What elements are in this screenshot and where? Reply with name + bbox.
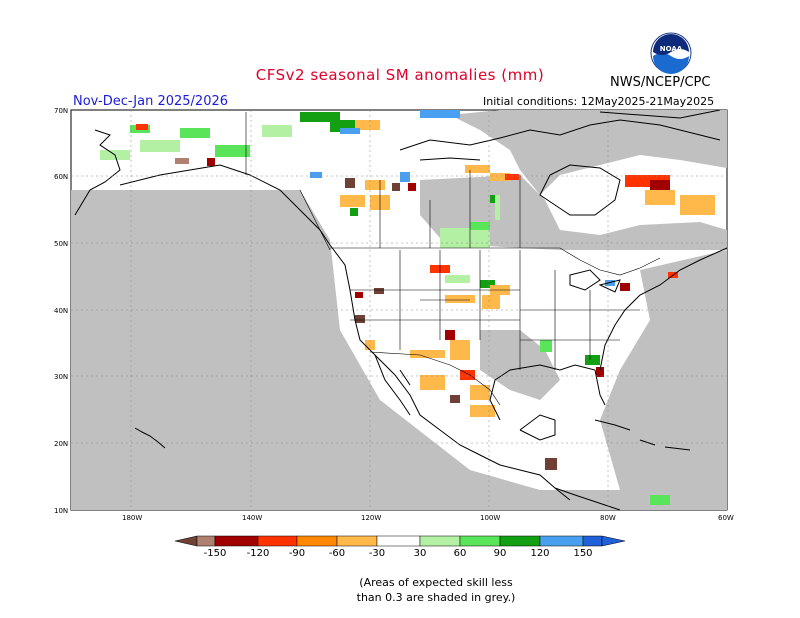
lat-label-10n: 10N xyxy=(54,507,68,515)
great-lakes xyxy=(569,269,621,293)
legend-swatch xyxy=(419,535,461,547)
legend-swatch xyxy=(336,535,378,547)
mask-north-canada xyxy=(450,110,727,195)
political-borders xyxy=(245,112,661,406)
baja xyxy=(374,354,411,416)
skill-note-line2: than 0.3 are shaded in grey.) xyxy=(356,591,516,604)
skill-note-line1: (Areas of expected skill less xyxy=(359,576,513,589)
caribbean xyxy=(594,419,691,451)
mask-central-canada xyxy=(420,175,727,250)
lon-labels: 180W 140W 120W 100W 80W 60W xyxy=(122,514,734,522)
canada-arctic xyxy=(399,119,721,161)
lon-label-100w: 100W xyxy=(480,514,500,522)
season-label: Nov-Dec-Jan 2025/2026 xyxy=(73,94,229,109)
legend-arrow-left xyxy=(174,535,198,547)
legend-tick-label: -60 xyxy=(329,548,345,559)
gulf-coast xyxy=(489,364,606,421)
graticule xyxy=(71,110,727,510)
lon-label-140w: 140W xyxy=(242,514,262,522)
lat-label-50n: 50N xyxy=(54,240,68,248)
greenland xyxy=(599,109,721,119)
lon-label-60w: 60W xyxy=(718,514,734,522)
mask-sea-east xyxy=(600,250,727,490)
legend-colorbar: -150 -120 -90 -60 -30 30 60 90 120 150 xyxy=(174,535,626,559)
agency-label: NWS/NCEP/CPC xyxy=(610,75,711,90)
state-lines xyxy=(350,250,640,370)
lat-label-20n: 20N xyxy=(54,440,68,448)
lon-label-80w: 80W xyxy=(600,514,616,522)
legend-swatch xyxy=(196,535,216,547)
us-canada-border xyxy=(330,247,661,276)
yucatan xyxy=(519,414,556,441)
legend-swatch xyxy=(459,535,501,547)
lat-label-30n: 30N xyxy=(54,373,68,381)
central-america xyxy=(554,487,621,511)
west-coast xyxy=(329,244,571,501)
legend-tick-label: -30 xyxy=(369,548,385,559)
us-mexico-border xyxy=(369,351,501,406)
lon-label-180w: 180W xyxy=(122,514,142,522)
initial-conditions-label: Initial conditions: 12May2025-21May2025 xyxy=(483,95,715,108)
legend-swatch xyxy=(499,535,541,547)
legend-tick-label: 150 xyxy=(573,548,592,559)
lat-label-70n: 70N xyxy=(54,107,68,115)
east-coast xyxy=(599,247,728,371)
legend-swatch xyxy=(257,535,298,547)
lat-label-40n: 40N xyxy=(54,307,68,315)
lat-labels: 70N 60N 50N 40N 30N 20N 10N xyxy=(54,107,68,515)
mask-east-us xyxy=(520,258,650,380)
legend-tick-label: 30 xyxy=(414,548,427,559)
hawaii xyxy=(134,427,166,449)
legend-tick-label: 90 xyxy=(494,548,507,559)
legend-tick-label: 120 xyxy=(530,548,549,559)
lat-label-60n: 60N xyxy=(54,173,68,181)
legend-tick-label: -120 xyxy=(247,548,270,559)
canada-provinces xyxy=(299,170,521,251)
mask-sea-west xyxy=(71,190,727,510)
alaska-coast xyxy=(74,129,331,246)
map-title: CFSv2 seasonal SM anomalies (mm) xyxy=(255,66,545,84)
legend-swatch xyxy=(582,535,603,547)
hudson-bay xyxy=(539,164,621,216)
legend-arrow-right xyxy=(601,535,626,547)
legend-tick-label: -150 xyxy=(204,548,227,559)
noaa-logo-text: NOAA xyxy=(660,45,683,53)
legend-swatch xyxy=(376,535,421,547)
noaa-logo: NOAA xyxy=(650,32,692,74)
coastlines xyxy=(74,109,728,511)
legend-swatch xyxy=(539,535,584,547)
legend-tick-label: -90 xyxy=(289,548,305,559)
legend-swatch xyxy=(296,535,338,547)
lon-label-120w: 120W xyxy=(361,514,381,522)
legend-tick-label: 60 xyxy=(454,548,467,559)
legend-swatch xyxy=(214,535,259,547)
